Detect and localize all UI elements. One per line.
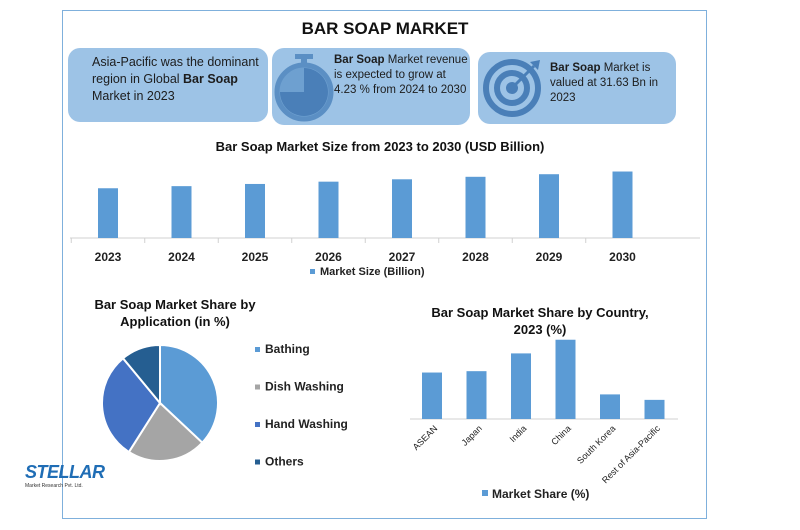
bar-Japan [466, 371, 487, 419]
pie-slice-dish-washing [127, 401, 204, 462]
info-bold: Bar Soap [334, 54, 385, 66]
chart2-title: Bar Soap Market Share by Application (in… [94, 297, 256, 329]
legend-swatch [310, 269, 315, 274]
bar-Rest of Asia-Pacific [644, 399, 665, 419]
x-tick-label: 2027 [389, 250, 416, 264]
x-tick-label: 2026 [315, 250, 342, 264]
legend-label: Dish Washing [265, 380, 344, 394]
x-tick-label: 2028 [462, 250, 489, 264]
legend-swatch [255, 384, 260, 390]
legend-label: Hand Washing [265, 417, 348, 431]
chart1-title: Bar Soap Market Size from 2023 to 2030 (… [215, 139, 545, 154]
legend-label: Market Share (%) [492, 487, 589, 501]
x-tick-label: ASEAN [411, 423, 440, 452]
bar-China [555, 339, 576, 419]
bar-2030 [612, 171, 633, 238]
logo-subtext: Market Research Pvt. Ltd. [25, 483, 83, 489]
legend-swatch [255, 459, 260, 465]
legend-label: Others [265, 455, 304, 469]
bar-2025 [245, 183, 265, 238]
info-box-growth: Bar Soap Market revenue is expected to g… [272, 48, 470, 125]
bar-2023 [98, 188, 118, 238]
info-text: Market is valued at 31.63 Bn in 2023 [550, 62, 659, 104]
x-tick-label: South Korea [575, 423, 617, 465]
bar-2028 [465, 176, 486, 238]
info-text: Asia-Pacific was the dominant region in … [92, 55, 259, 86]
info-bold: Bar Soap [550, 62, 601, 74]
legend-label: Bathing [265, 342, 310, 356]
bar-South Korea [600, 394, 620, 419]
logo-text: STELLAR [25, 462, 105, 482]
bar-2026 [318, 181, 339, 238]
x-tick-label: 2024 [168, 250, 195, 264]
stellar-logo: STELLAR Market Research Pvt. Ltd. [25, 462, 105, 489]
frame [62, 10, 707, 519]
x-tick-label: 2023 [95, 250, 122, 264]
legend-label: Market Size (Billion) [320, 266, 425, 278]
pie-slice-others [121, 343, 161, 406]
info-text: Market revenue is expected to grow at 4.… [334, 54, 468, 96]
bar-2027 [392, 179, 412, 238]
legend-swatch [255, 422, 260, 427]
x-tick-label: 2025 [242, 250, 269, 264]
bar-2029 [539, 174, 559, 238]
x-tick-label: China [549, 423, 573, 447]
bar-ASEAN [422, 372, 442, 419]
info-box-value: Bar Soap Market is valued at 31.63 Bn in… [478, 52, 676, 124]
page-title: BAR SOAP MARKET [301, 19, 469, 38]
target-icon [483, 59, 541, 117]
x-tick-label: India [508, 423, 529, 444]
chart3-title: Bar Soap Market Share by Country, 2023 (… [431, 305, 649, 337]
info-bold: Bar Soap [183, 72, 238, 86]
x-tick-label: 2029 [536, 250, 563, 264]
pie-slice-hand-washing [101, 356, 162, 454]
legend-swatch [482, 490, 488, 496]
x-tick-label: 2030 [609, 250, 636, 264]
info-box-region: Asia-Pacific was the dominant region in … [68, 48, 268, 122]
info-text: Market in 2023 [92, 89, 175, 103]
pie-slice-bathing [159, 343, 219, 445]
bar-India [511, 353, 531, 419]
stopwatch-icon [274, 54, 334, 122]
x-tick-label: Japan [459, 423, 483, 447]
legend-swatch [255, 347, 260, 352]
bar-2024 [171, 186, 192, 238]
